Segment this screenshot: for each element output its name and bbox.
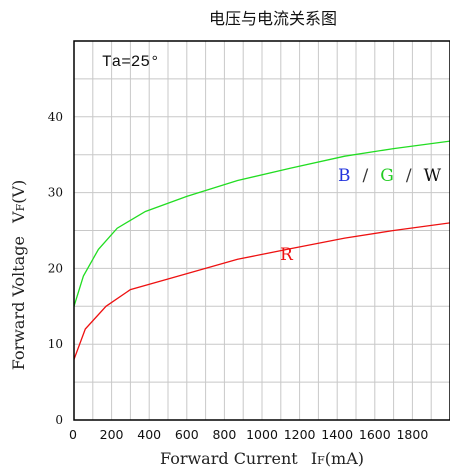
svg-text:B/G/W: B / G / W (338, 166, 442, 186)
x-tick-label: 1200 (284, 427, 316, 442)
y-axis-label-main: Forward Voltage (9, 236, 28, 370)
legend-bgw-label: B / G / W (338, 166, 442, 186)
x-axis-label-unit: (mA) (325, 449, 364, 468)
y-tick-label: 20 (48, 261, 63, 275)
legend-bgw-part: B (338, 166, 351, 186)
x-axis-label-main: Forward Current (160, 449, 298, 468)
x-tick-label: 400 (137, 427, 161, 442)
x-tick-label: 200 (100, 427, 124, 442)
legend-bgw-part: W (424, 166, 442, 186)
x-tick-labels: 0 200 400 600 800 1000 1200 1400 1600 1800 (69, 427, 428, 442)
x-axis-label-symbol: I (311, 449, 317, 468)
y-tick-label: 30 (48, 186, 63, 200)
chart-title: 电压与电流关系图 (209, 9, 337, 28)
x-axis-label-sub: F (317, 454, 325, 467)
x-tick-label: 1000 (246, 427, 278, 442)
x-tick-label: 800 (212, 427, 236, 442)
y-axis-label-sub: F (14, 203, 27, 211)
legend-r-label: R (280, 245, 294, 265)
x-tick-label: 1400 (321, 427, 353, 442)
series-lines (73, 140, 450, 360)
series-line-r (73, 222, 450, 360)
x-tick-label: 1800 (396, 427, 428, 442)
grid (74, 41, 450, 420)
legend-bgw-part: G (380, 166, 394, 186)
y-tick-label: 10 (48, 337, 63, 351)
y-axis-label-unit: (V) (9, 180, 28, 204)
legend-bgw-part: / (406, 166, 412, 186)
x-axis-label: Forward Current IF(mA) (160, 449, 364, 468)
y-tick-label: 40 (48, 110, 63, 124)
x-tick-label: 0 (69, 427, 77, 442)
x-tick-label: 600 (175, 427, 199, 442)
plot-frame (73, 40, 450, 421)
y-tick-label: 0 (55, 413, 63, 427)
y-axis-label: Forward Voltage VF(V) (9, 180, 28, 371)
legend-bgw-part: / (363, 166, 369, 186)
temperature-annotation: Ta=25° (102, 53, 160, 71)
x-tick-label: 1600 (359, 427, 391, 442)
series-line-b-g-w (73, 140, 450, 307)
y-tick-labels: 0 10 20 30 40 (48, 110, 63, 427)
y-axis-label-symbol: V (9, 211, 28, 224)
